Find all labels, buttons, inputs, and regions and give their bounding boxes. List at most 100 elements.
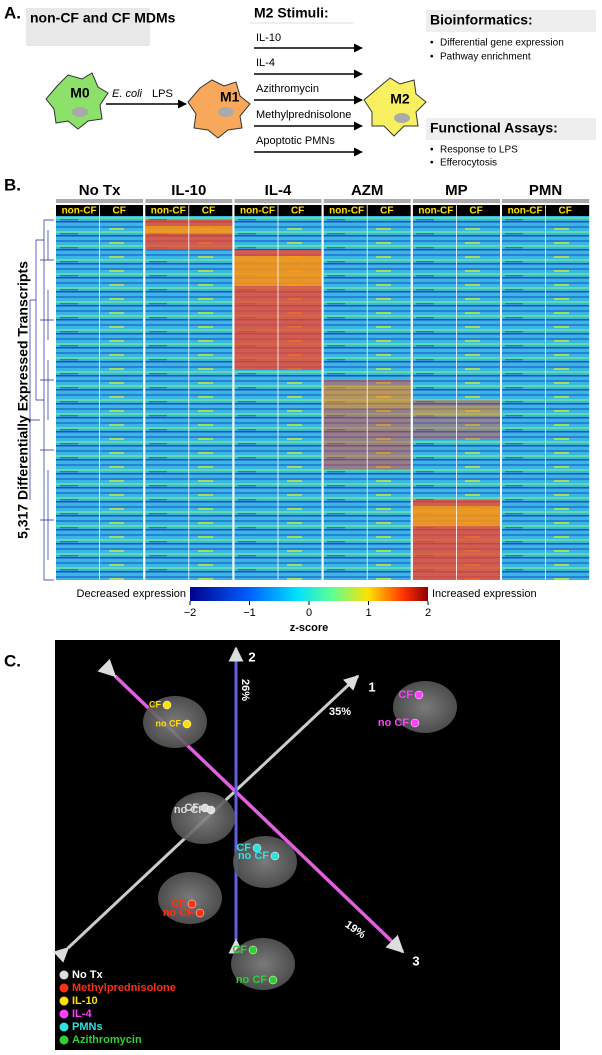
legend-label: Azithromycin [72, 1034, 142, 1046]
legend-label: Methylprednisolone [72, 982, 176, 994]
cluster [393, 681, 457, 733]
bullet: • [430, 52, 434, 63]
source-box [26, 8, 150, 46]
sub-label: non-CF [62, 206, 97, 217]
point-label: CF [398, 689, 413, 701]
colorbar [190, 587, 428, 601]
stimuli: IL-10 IL-4 Azithromycin Methylprednisolo… [254, 32, 363, 157]
legend-marker [59, 996, 69, 1006]
group-name: No Tx [79, 182, 121, 199]
lps: LPS [152, 88, 173, 100]
group-bar [502, 199, 590, 203]
point-label: no CF [156, 718, 182, 728]
sub-label: CF [380, 206, 393, 217]
cluster [171, 792, 235, 844]
colorbar-tick-label: 1 [365, 607, 371, 619]
cluster [158, 872, 222, 924]
point [268, 975, 278, 985]
legend-label: No Tx [72, 969, 103, 981]
legend-marker [59, 970, 69, 980]
bioinformatics-title: Bioinformatics: [430, 12, 533, 28]
legend-label: PMNs [72, 1021, 103, 1033]
legend-high: Increased expression [432, 588, 537, 600]
point-label: no CF [174, 804, 205, 816]
legend-marker [59, 1035, 69, 1045]
point [248, 945, 258, 955]
cluster [143, 696, 207, 748]
bioinformatics-item: Pathway enrichment [440, 52, 531, 63]
m2-cell [363, 77, 427, 137]
group-name: PMN [529, 182, 562, 199]
axis-name: 3 [412, 953, 419, 968]
cluster [233, 836, 297, 888]
panel-label: B. [4, 175, 21, 194]
group-bar [323, 199, 411, 203]
stimuli-title: M2 Stimuli: [254, 5, 329, 21]
sub-label: CF [113, 206, 126, 217]
panel-label: C. [4, 651, 21, 670]
nucleus [218, 107, 234, 117]
legend-marker [59, 1022, 69, 1032]
stimulus: Apoptotic PMNs [256, 135, 335, 147]
y-label: 5,317 Differentially Expressed Transcrip… [15, 261, 31, 539]
legend-low: Decreased expression [77, 588, 186, 600]
colorbar-ticks: −2 −1 0 1 2 [184, 601, 431, 619]
sub-label: non-CF [240, 206, 275, 217]
bullet: • [430, 145, 434, 156]
underline [250, 22, 354, 24]
sub-label: non-CF [508, 206, 543, 217]
point-label: CF [171, 898, 186, 910]
panel-label: A. [4, 3, 21, 22]
point-label: CF [236, 842, 251, 854]
point-label: CF [184, 802, 199, 814]
sub-label: non-CF [151, 206, 186, 217]
group-name: AZM [351, 182, 384, 199]
sub-label: CF [469, 206, 482, 217]
colorbar-tick-label: −1 [243, 607, 256, 619]
legend-marker [59, 1009, 69, 1019]
m2-label: M2 [390, 91, 410, 107]
point [206, 805, 216, 815]
bullet: • [430, 158, 434, 169]
point-label: CF [149, 699, 161, 709]
m1-cell [187, 79, 251, 139]
functional-item: Efferocytosis [440, 158, 497, 169]
cluster [231, 938, 295, 990]
axis-name: 1 [368, 679, 375, 694]
bullet: • [430, 38, 434, 49]
heatmap: No Tx non-CF CF IL-10 non-CF CF IL-4 non-CF CF AZ… [56, 182, 590, 580]
colorbar-tick-label: 0 [306, 607, 312, 619]
bioinformatics-item: Differential gene expression [440, 38, 564, 49]
point-label: CF [232, 944, 247, 956]
legend-marker [59, 983, 69, 993]
group-bar [234, 199, 322, 203]
sub-label: non-CF [329, 206, 364, 217]
axis-percent: 26% [239, 679, 251, 701]
lps-prefix: E. coli [112, 88, 143, 100]
nucleus [394, 113, 410, 123]
title-box [426, 10, 596, 32]
group-name: IL-10 [171, 182, 206, 199]
group-bar [56, 199, 144, 203]
point [270, 851, 280, 861]
legend-label: IL-10 [72, 995, 98, 1007]
point [414, 690, 424, 700]
group-name: IL-4 [265, 182, 292, 199]
point-label: no CF [238, 850, 269, 862]
point [252, 843, 262, 853]
stimulus: IL-10 [256, 32, 281, 44]
sub-label: CF [559, 206, 572, 217]
group-bar [145, 199, 233, 203]
sub-label: CF [202, 206, 215, 217]
group-name: MP [445, 182, 468, 199]
m0-cell [45, 72, 109, 130]
colorbar-tick-label: 2 [425, 607, 431, 619]
functional-title: Functional Assays: [430, 120, 558, 136]
m0-label: M0 [70, 85, 90, 101]
title-box [426, 118, 596, 140]
axis-percent: 35% [329, 706, 351, 718]
point-label: no CF [236, 974, 267, 986]
functional-item: Response to LPS [440, 145, 518, 156]
